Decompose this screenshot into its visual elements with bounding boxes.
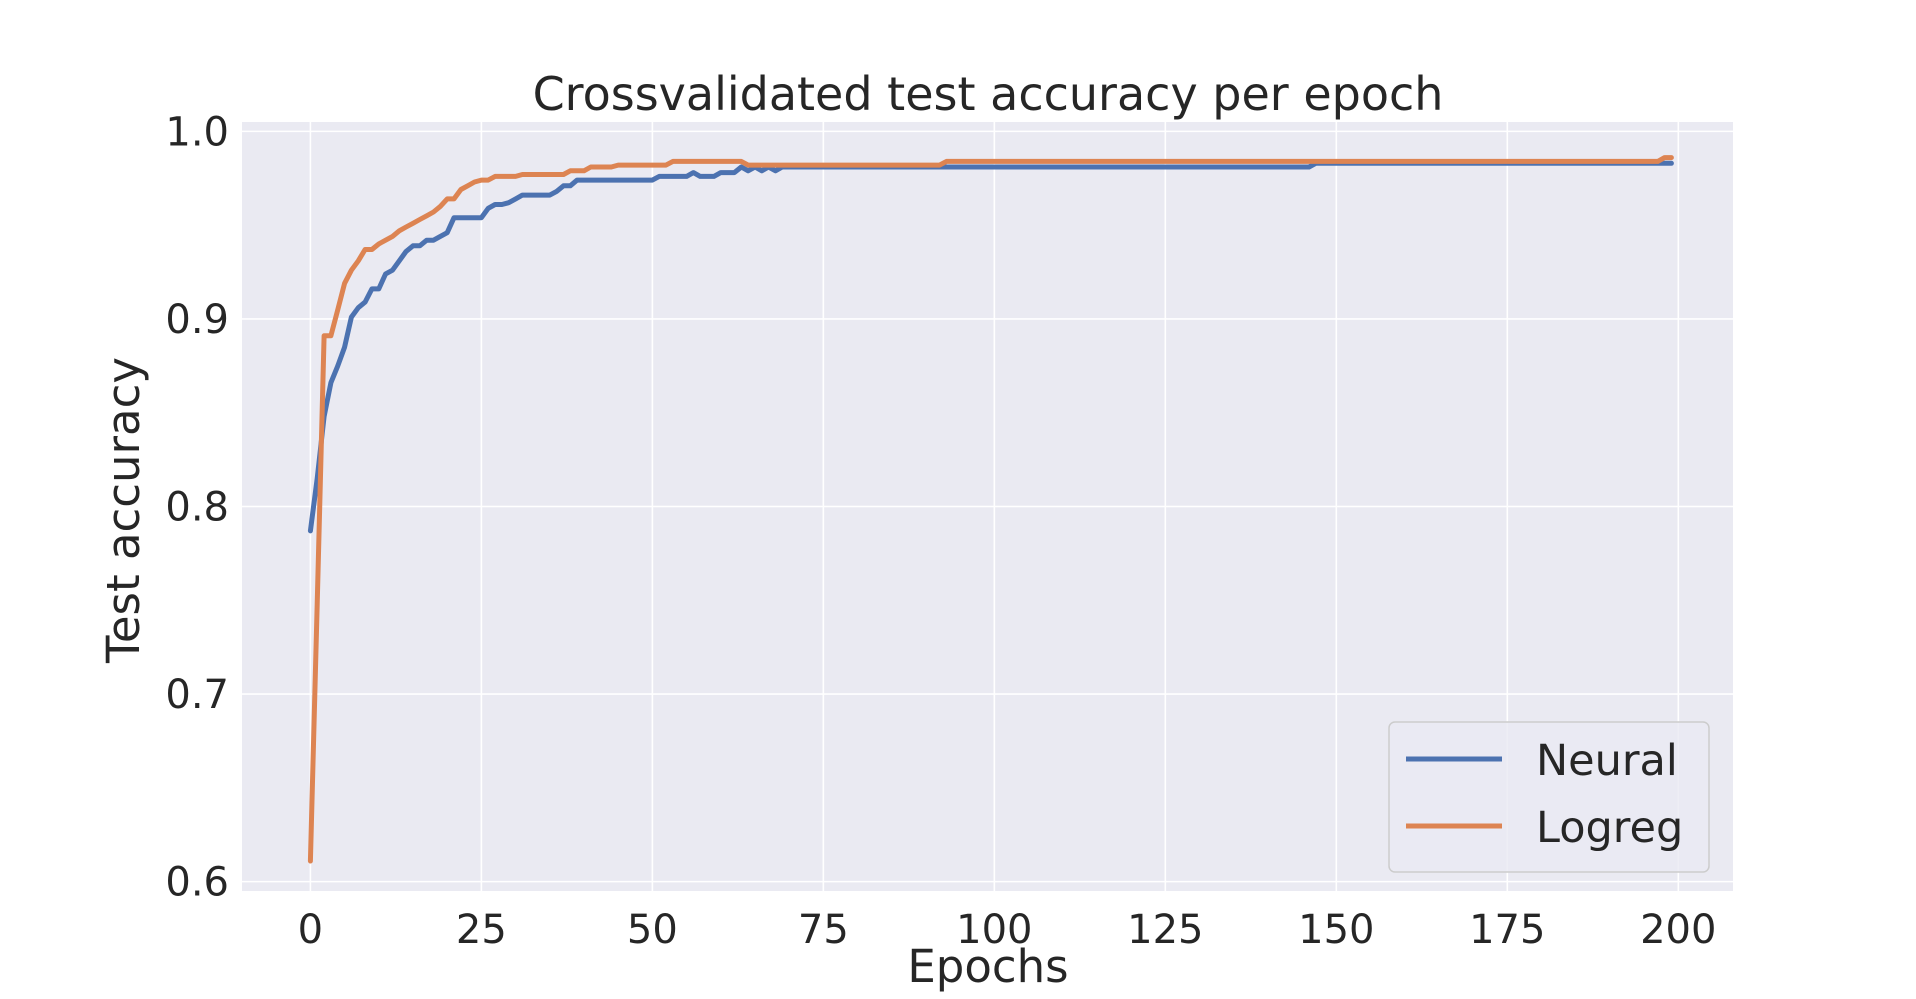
- x-tick-label: 50: [627, 907, 678, 953]
- x-axis-label: Epochs: [907, 940, 1068, 993]
- y-tick-label: 0.7: [165, 672, 229, 718]
- chart-title: Crossvalidated test accuracy per epoch: [533, 67, 1444, 121]
- x-tick-label: 100: [956, 907, 1032, 953]
- y-tick-labels: 0.6 0.7 0.8 0.9 1.0: [165, 109, 229, 905]
- x-tick-label: 175: [1469, 907, 1545, 953]
- series-line-logreg: [307, 155, 1674, 864]
- x-tick-label: 200: [1640, 907, 1716, 953]
- x-tick-label: 125: [1127, 907, 1203, 953]
- x-tick-label: 25: [456, 907, 507, 953]
- y-tick-label: 0.8: [165, 485, 229, 531]
- x-tick-label: 75: [798, 907, 849, 953]
- y-tick-label: 0.9: [165, 297, 229, 343]
- series-layer: [307, 155, 1674, 864]
- series-line-neural: [307, 160, 1674, 534]
- legend-label-logreg: Logreg: [1536, 803, 1683, 853]
- y-tick-label: 0.6: [165, 860, 229, 906]
- x-tick-label: 0: [298, 907, 323, 953]
- y-axis-label: Test accuracy: [97, 357, 150, 664]
- legend: Neural Logreg: [1388, 721, 1710, 873]
- y-tick-label: 1.0: [165, 109, 229, 155]
- x-tick-labels: 0 25 50 75 100 125 150 175 200: [298, 907, 1717, 953]
- legend-label-neural: Neural: [1536, 736, 1678, 786]
- x-tick-label: 150: [1298, 907, 1374, 953]
